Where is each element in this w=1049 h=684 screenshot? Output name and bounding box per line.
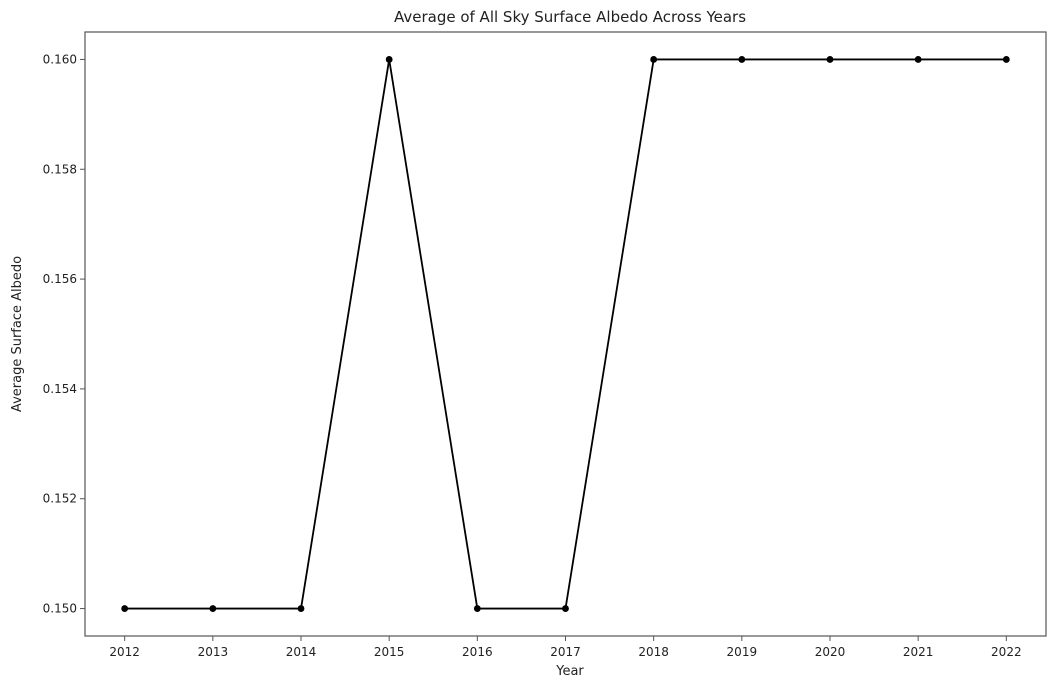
data-point-marker xyxy=(914,56,922,63)
y-tick-label: 0.156 xyxy=(43,272,77,286)
data-point-marker xyxy=(297,605,305,612)
y-tick-label: 0.158 xyxy=(43,162,77,176)
y-axis-ticks: 0.150 0.152 0.154 0.156 0.158 0.160 xyxy=(43,52,85,616)
y-tick-label: 0.154 xyxy=(43,382,77,396)
x-tick-label: 2013 xyxy=(198,645,229,659)
x-tick-label: 2018 xyxy=(638,645,669,659)
data-point-marker xyxy=(650,56,658,63)
x-tick-label: 2019 xyxy=(727,645,758,659)
x-tick-label: 2016 xyxy=(462,645,493,659)
y-tick-label: 0.160 xyxy=(43,52,77,66)
series-line xyxy=(124,58,1007,610)
data-point-marker xyxy=(1002,56,1010,63)
chart-title: Average of All Sky Surface Albedo Across… xyxy=(394,8,746,26)
series-layer xyxy=(121,56,1010,612)
x-tick-label: 2022 xyxy=(991,645,1022,659)
data-point-marker xyxy=(826,56,834,63)
x-tick-label: 2015 xyxy=(374,645,405,659)
plot-frame xyxy=(84,31,1047,637)
x-axis-ticks: 2012 2013 2014 2015 2016 2017 2018 2019 2020 2021… xyxy=(109,636,1022,659)
x-tick-label: 2021 xyxy=(903,645,934,659)
data-point-marker xyxy=(385,56,393,63)
x-tick-label: 2017 xyxy=(550,645,581,659)
y-tick-label: 0.152 xyxy=(43,492,77,506)
data-point-marker xyxy=(121,605,129,612)
data-point-marker xyxy=(473,605,481,612)
data-point-marker xyxy=(738,56,746,63)
x-tick-label: 2012 xyxy=(109,645,140,659)
y-tick-label: 0.150 xyxy=(43,602,77,616)
x-tick-label: 2020 xyxy=(815,645,846,659)
x-axis-label: Year xyxy=(555,664,584,679)
x-tick-label: 2014 xyxy=(286,645,317,659)
data-point-marker xyxy=(209,605,217,612)
data-point-marker xyxy=(562,605,569,612)
y-axis-label: Average Surface Albedo xyxy=(10,256,25,412)
